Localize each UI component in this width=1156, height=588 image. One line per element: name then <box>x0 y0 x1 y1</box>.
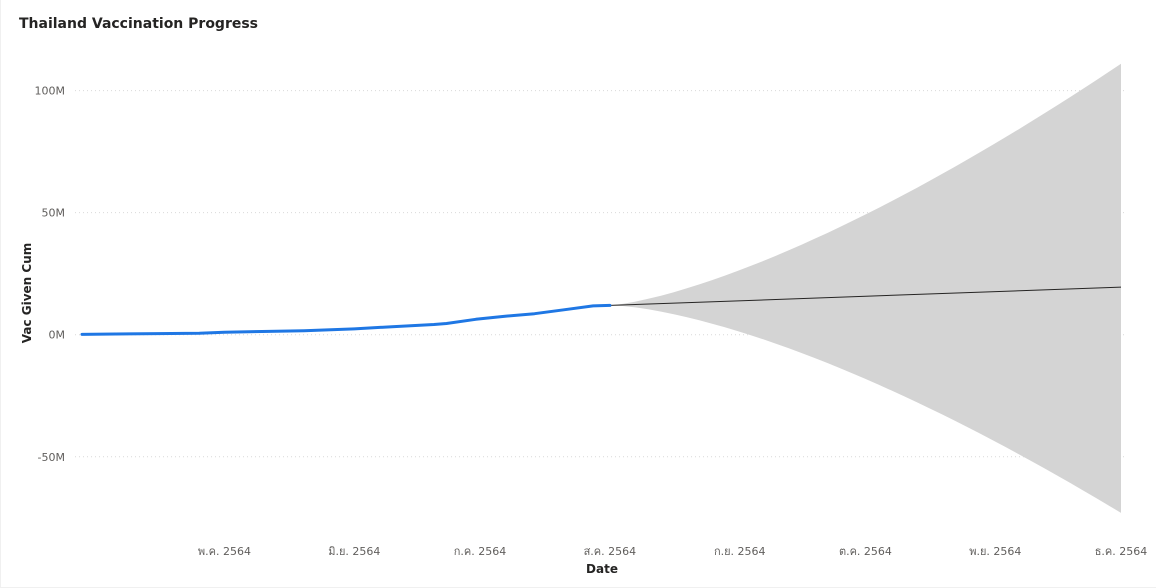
forecast-confidence-band <box>609 63 1121 513</box>
x-tick-label: พ.ย. 2564 <box>969 545 1021 558</box>
y-tick-label: 50M <box>42 207 66 220</box>
x-axis-tick-labels: พ.ค. 2564 มิ.ย. 2564 ก.ค. 2564 ส.ค. 2564 ก.ย… <box>198 545 1147 558</box>
x-tick-label: ธ.ค. 2564 <box>1095 545 1148 558</box>
y-tick-label: -50M <box>38 451 65 464</box>
x-tick-label: ก.ย. 2564 <box>714 545 766 558</box>
y-tick-label: 100M <box>35 85 66 98</box>
forecast-line <box>609 286 1122 306</box>
x-tick-label: ส.ค. 2564 <box>584 545 637 558</box>
x-tick-label: พ.ค. 2564 <box>198 545 251 558</box>
series-lines <box>80 286 1122 336</box>
forecast-band-group <box>609 63 1121 513</box>
y-axis-tick-labels: 100M 50M 0M -50M <box>35 85 66 464</box>
x-tick-label: มิ.ย. 2564 <box>328 545 380 558</box>
y-axis-title: Vac Given Cum <box>20 243 34 344</box>
x-axis-title: Date <box>586 562 618 576</box>
x-tick-label: ต.ค. 2564 <box>839 545 892 558</box>
chart-title: Thailand Vaccination Progress <box>19 16 259 32</box>
series-line-vac-given-cum <box>80 303 612 336</box>
y-tick-label: 0M <box>49 329 66 342</box>
x-tick-label: ก.ค. 2564 <box>454 545 507 558</box>
